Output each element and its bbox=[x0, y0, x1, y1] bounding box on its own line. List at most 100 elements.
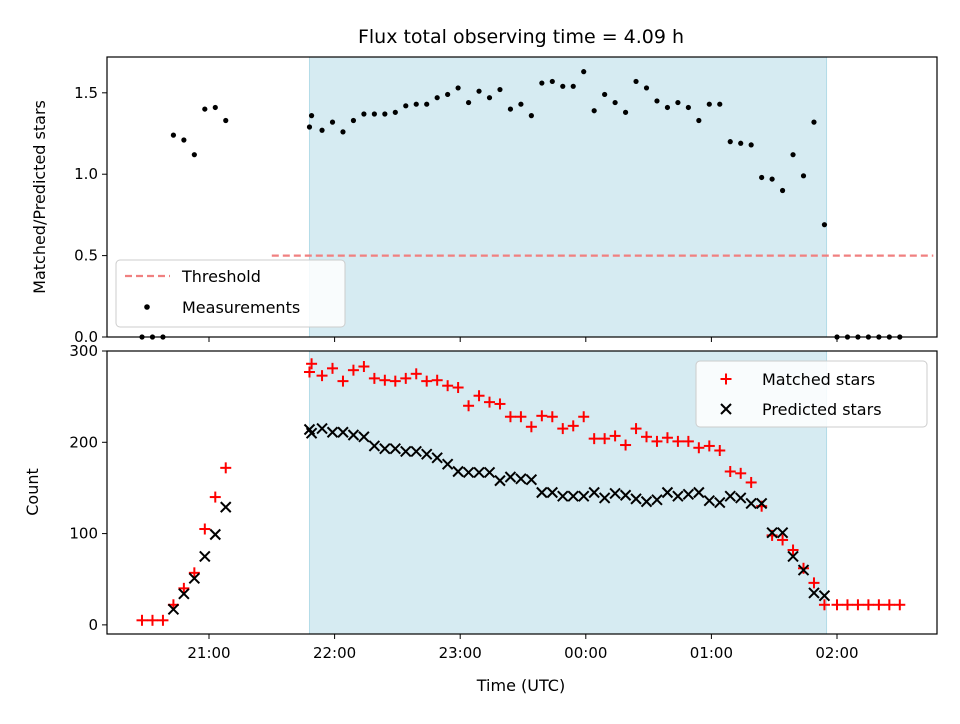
measurement-point bbox=[696, 117, 702, 124]
top-shaded-span bbox=[308, 56, 828, 338]
matched-star-point bbox=[808, 577, 820, 589]
top-y-tick-label: 1.5 bbox=[74, 84, 98, 102]
matched-star-point bbox=[818, 599, 830, 611]
predicted-star-point bbox=[400, 445, 412, 458]
measurement-point bbox=[465, 99, 472, 106]
predicted-star-point bbox=[316, 422, 328, 435]
matched-star-point bbox=[599, 433, 611, 445]
matched-star-point bbox=[588, 433, 600, 445]
matched-star-point bbox=[337, 375, 349, 387]
matched-star-point bbox=[798, 562, 810, 574]
predicted-star-point bbox=[178, 588, 190, 600]
top-y-tick-label: 1.0 bbox=[74, 165, 98, 183]
predicted-star-point bbox=[787, 550, 799, 563]
matched-star-point bbox=[873, 599, 885, 611]
predicted-star-point bbox=[337, 426, 349, 438]
matched-star-point bbox=[609, 430, 621, 442]
predicted-star-point bbox=[368, 440, 381, 452]
measurement-point bbox=[779, 187, 786, 194]
matched-star-point bbox=[894, 599, 906, 611]
top-y-axis-label: Matched/Predicted stars bbox=[30, 100, 49, 294]
predicted-star-point bbox=[504, 471, 517, 483]
predicted-star-point bbox=[693, 486, 705, 499]
matched-star-point bbox=[735, 467, 747, 479]
predicted-star-point bbox=[609, 487, 621, 500]
measurement-point bbox=[675, 99, 681, 106]
measurement-point bbox=[800, 173, 807, 179]
measurement-point bbox=[382, 111, 388, 117]
matched-star-point bbox=[841, 599, 853, 611]
measurement-point bbox=[643, 85, 650, 91]
predicted-star-point bbox=[577, 490, 590, 502]
matched-star-point bbox=[630, 423, 642, 435]
measurement-point bbox=[528, 113, 534, 119]
matched-star-point bbox=[703, 440, 715, 452]
matched-star-point bbox=[484, 396, 496, 408]
matched-star-point bbox=[400, 372, 412, 384]
matched-star-point bbox=[379, 374, 391, 386]
predicted-star-point bbox=[567, 490, 579, 502]
predicted-star-point bbox=[220, 501, 232, 513]
measurement-point bbox=[497, 86, 503, 93]
predicted-star-point bbox=[619, 489, 632, 501]
matched-star-point bbox=[389, 375, 401, 387]
predicted-star-point bbox=[588, 486, 600, 499]
predicted-star-point bbox=[755, 497, 768, 510]
measurement-point bbox=[612, 99, 618, 106]
matched-star-point bbox=[693, 442, 705, 454]
measurement-point bbox=[622, 109, 629, 115]
predicted-star-point bbox=[209, 528, 221, 541]
matched-star-point bbox=[536, 410, 548, 422]
measurement-point bbox=[706, 101, 712, 107]
predicted-star-point bbox=[714, 496, 726, 509]
measurement-point bbox=[759, 174, 765, 181]
matched-star-point bbox=[220, 462, 232, 474]
matched-star-point bbox=[641, 431, 653, 443]
predicted-star-point bbox=[651, 494, 663, 506]
measurement-point bbox=[811, 119, 817, 125]
matched-star-point bbox=[463, 400, 475, 412]
measurement-point bbox=[308, 113, 315, 119]
measurement-point bbox=[329, 119, 336, 125]
predicted-star-point bbox=[199, 550, 211, 563]
predicted-star-point bbox=[808, 587, 820, 599]
matched-star-point bbox=[651, 435, 663, 447]
legend-matched-marker bbox=[720, 373, 732, 385]
measurement-point bbox=[727, 139, 733, 145]
matched-star-point bbox=[504, 411, 516, 423]
x-tick-label: 23:00 bbox=[439, 644, 482, 662]
measurement-point bbox=[340, 129, 346, 135]
matched-star-point bbox=[546, 411, 558, 423]
measurement-point bbox=[748, 142, 754, 148]
bottom-panel: 0 100 200 300 21:00 22:00 23:00 00:00 01:00 02:0… bbox=[23, 342, 938, 695]
matched-star-point bbox=[199, 523, 211, 535]
x-tick-label: 00:00 bbox=[564, 644, 607, 662]
predicted-star-point bbox=[431, 452, 443, 464]
predicted-star-point bbox=[326, 426, 339, 438]
measurement-point bbox=[392, 109, 398, 115]
measurement-point bbox=[191, 152, 197, 158]
matched-star-point bbox=[442, 380, 454, 392]
measurement-point bbox=[170, 132, 177, 138]
predicted-star-point bbox=[818, 589, 831, 602]
x-tick-label: 21:00 bbox=[187, 644, 230, 662]
legend-measurements-swatch bbox=[144, 304, 150, 310]
matched-star-point bbox=[303, 366, 315, 378]
matched-stars-points bbox=[136, 358, 906, 626]
matched-star-point bbox=[347, 364, 359, 376]
top-panel: 0.0 0.5 1.0 1.5 Matched/Predicted stars Thr… bbox=[30, 56, 938, 346]
top-y-ticks: 0.0 0.5 1.0 1.5 bbox=[74, 84, 107, 346]
predicted-star-point bbox=[167, 603, 180, 616]
measurement-point bbox=[445, 91, 451, 98]
matched-star-point bbox=[157, 614, 169, 626]
predicted-star-point bbox=[473, 466, 485, 479]
measurement-point bbox=[664, 104, 671, 111]
measurement-point bbox=[223, 117, 229, 124]
matched-star-point bbox=[136, 614, 148, 626]
matched-star-point bbox=[188, 567, 200, 579]
top-chart-title: Flux total observing time = 4.09 h bbox=[358, 26, 684, 48]
legend-measurements-label: Measurements bbox=[182, 298, 300, 317]
measurement-point bbox=[476, 88, 482, 94]
predicted-star-point bbox=[557, 490, 569, 502]
